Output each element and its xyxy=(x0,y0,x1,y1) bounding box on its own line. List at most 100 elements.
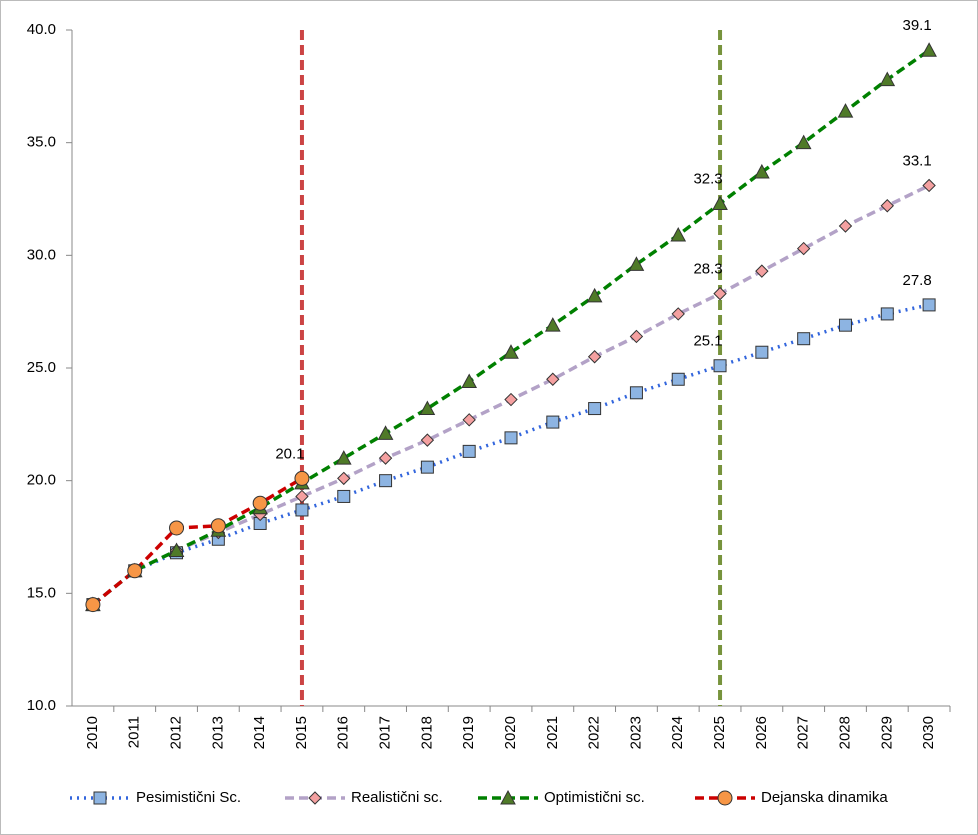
x-tick-label: 2011 xyxy=(126,716,143,748)
x-tick-label: 2017 xyxy=(377,716,394,749)
marker xyxy=(420,460,434,474)
x-tick-label: 2016 xyxy=(335,716,352,749)
marker xyxy=(461,373,478,389)
marker xyxy=(586,287,603,303)
marker xyxy=(754,163,770,179)
marker xyxy=(713,359,727,373)
y-tick-label: 40.0 xyxy=(27,21,56,38)
legend-item: Realistični sc. xyxy=(285,789,443,806)
y-tick-label: 35.0 xyxy=(27,134,56,151)
marker xyxy=(880,307,894,321)
marker xyxy=(796,241,811,256)
marker xyxy=(379,474,393,488)
legend-item: Pesimistični Sc. xyxy=(70,789,241,806)
x-tick-label: 2010 xyxy=(84,716,101,749)
marker xyxy=(670,226,687,242)
marker xyxy=(797,332,811,346)
marker xyxy=(295,503,309,517)
x-tick-label: 2014 xyxy=(251,716,268,749)
data-label: 33.1 xyxy=(902,152,931,169)
x-tick-label: 2020 xyxy=(502,716,519,749)
y-tick-label: 10.0 xyxy=(27,697,56,714)
legend-marker xyxy=(93,791,107,805)
marker xyxy=(85,597,101,613)
marker xyxy=(419,400,436,416)
x-tick-label: 2029 xyxy=(878,716,895,749)
y-tick-label: 15.0 xyxy=(27,584,56,601)
x-tick-label: 2018 xyxy=(418,716,435,749)
x-tick-label: 2028 xyxy=(836,716,853,749)
marker xyxy=(795,134,812,150)
y-tick-label: 30.0 xyxy=(27,246,56,263)
marker xyxy=(546,372,560,386)
marker xyxy=(921,42,937,57)
x-tick-label: 2027 xyxy=(795,716,812,749)
y-tick-label: 20.0 xyxy=(27,472,56,489)
x-tick-label: 2019 xyxy=(460,716,477,749)
marker xyxy=(755,345,769,359)
marker xyxy=(504,431,518,445)
data-label: 27.8 xyxy=(902,272,931,289)
marker xyxy=(335,450,352,465)
legend-marker xyxy=(717,790,733,806)
marker xyxy=(837,103,854,118)
x-tick-label: 2030 xyxy=(920,716,937,749)
legend-item: Optimistični sc. xyxy=(478,789,645,806)
marker xyxy=(127,563,143,579)
data-label: 25.1 xyxy=(693,333,722,350)
data-label: 28.3 xyxy=(693,261,722,278)
series-line xyxy=(91,48,931,606)
legend-label: Optimistični sc. xyxy=(544,789,645,806)
marker xyxy=(504,392,518,407)
marker xyxy=(880,199,894,213)
marker xyxy=(462,413,476,427)
data-label: 20.1 xyxy=(275,445,304,462)
marker xyxy=(922,298,936,312)
x-tick-label: 2013 xyxy=(209,716,226,749)
marker xyxy=(629,386,643,400)
x-tick-label: 2026 xyxy=(753,716,770,749)
marker xyxy=(420,433,435,447)
marker xyxy=(544,317,561,332)
marker xyxy=(587,350,602,364)
marker xyxy=(838,318,852,332)
marker xyxy=(462,444,476,458)
legend-label: Realistični sc. xyxy=(351,789,443,806)
marker xyxy=(671,372,685,386)
marker xyxy=(546,415,560,429)
marker xyxy=(295,489,309,504)
marker xyxy=(629,329,644,344)
y-tick-label: 25.0 xyxy=(27,359,56,376)
x-tick-label: 2012 xyxy=(167,716,184,749)
legend-marker xyxy=(308,791,322,805)
marker xyxy=(169,520,185,536)
x-tick-label: 2015 xyxy=(293,716,310,749)
marker xyxy=(252,495,268,511)
marker xyxy=(377,425,394,440)
marker xyxy=(168,542,185,558)
x-tick-label: 2024 xyxy=(669,716,686,749)
data-label: 32.3 xyxy=(693,170,722,187)
marker xyxy=(755,264,769,278)
marker xyxy=(294,470,310,486)
x-tick-label: 2022 xyxy=(586,716,603,749)
legend-marker xyxy=(500,789,516,805)
legend-item: Dejanska dinamika xyxy=(695,789,888,806)
marker xyxy=(337,489,351,503)
marker xyxy=(503,344,519,359)
marker xyxy=(628,256,645,271)
marker xyxy=(210,518,226,534)
x-tick-label: 2023 xyxy=(627,716,644,749)
x-tick-label: 2021 xyxy=(544,716,561,749)
marker xyxy=(838,219,853,233)
marker xyxy=(712,195,728,211)
marker xyxy=(671,307,685,321)
marker xyxy=(879,71,896,87)
legend-label: Dejanska dinamika xyxy=(761,789,888,806)
marker xyxy=(713,286,727,301)
marker xyxy=(588,402,602,416)
x-tick-label: 2025 xyxy=(711,716,728,749)
